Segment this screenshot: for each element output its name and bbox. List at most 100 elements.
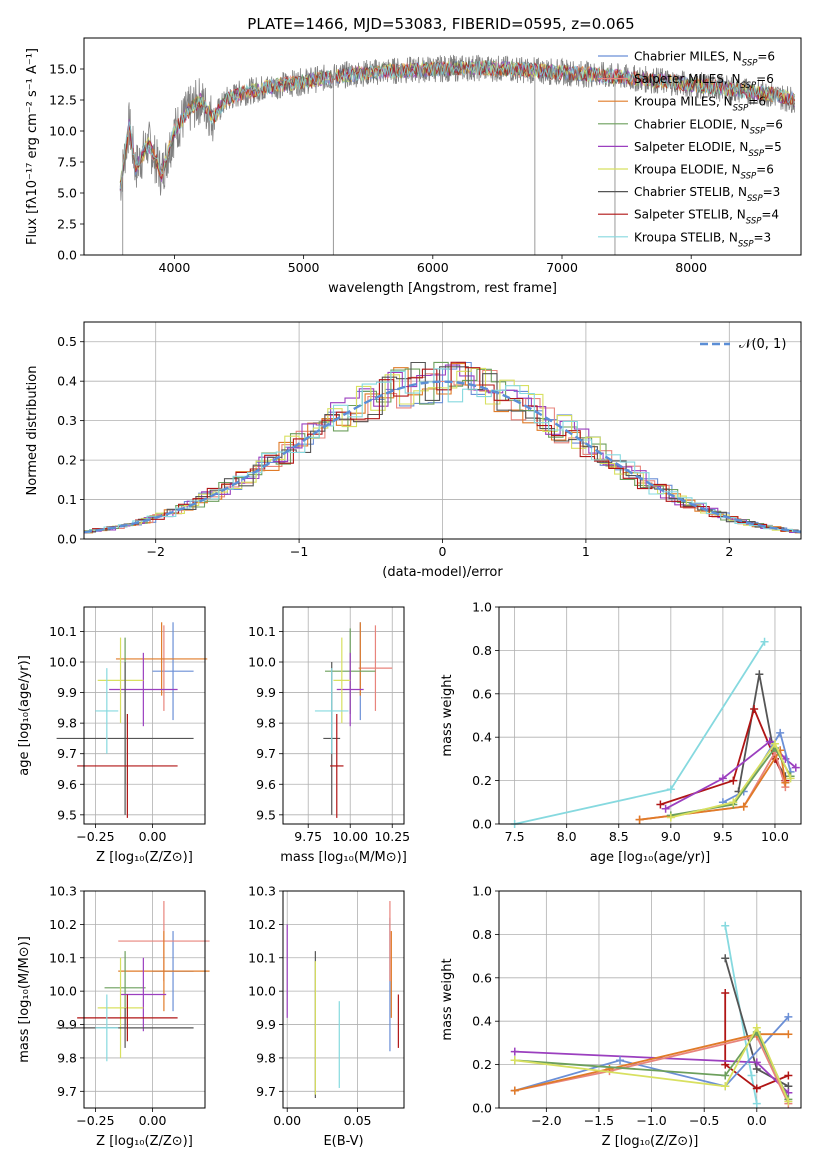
- legend-label: Chabrier ELODIE, NSSP=6: [634, 117, 783, 136]
- data-point: [109, 652, 178, 727]
- y-tick-label: 0.0: [57, 532, 77, 547]
- x-tick-label: −2.0: [531, 1113, 561, 1128]
- x-tick-label: 9.75: [294, 829, 322, 844]
- y-tick-label: 9.6: [256, 777, 276, 792]
- axes-frame: [282, 890, 405, 1109]
- panel-mass_vs_EBV: 0.00 0.05 9.7 9.8 9.9 10.0 10.1 10.2 10.3 E(B-V): [248, 884, 405, 1149]
- x-tick-label: −0.25: [76, 829, 114, 844]
- data-point-marker: [752, 1084, 761, 1093]
- data-point-marker: [752, 1099, 761, 1108]
- model-spectrum-line: [119, 59, 795, 183]
- x-tick-label: 7000: [546, 260, 578, 275]
- y-tick-label: 10.1: [248, 624, 276, 639]
- model-spectrum-line: [119, 60, 795, 190]
- x-tick-label: 0: [439, 544, 447, 559]
- x-tick-label: 6000: [417, 260, 449, 275]
- y-tick-label: 9.8: [57, 1050, 77, 1065]
- y-tick-label: 10.2: [49, 917, 77, 932]
- data-point: [358, 625, 393, 711]
- x-tick-label: −2: [146, 544, 164, 559]
- x-tick-label: −0.25: [76, 1113, 114, 1128]
- data-point: [314, 668, 349, 754]
- data-point: [97, 957, 144, 1058]
- x-tick-label: 10.0: [761, 829, 789, 844]
- data-point-marker: [661, 804, 670, 813]
- axes-frame: [498, 606, 802, 825]
- series-line: [724, 993, 789, 1090]
- data-point-marker: [721, 954, 730, 963]
- legend-label: Chabrier MILES, NSSP=6: [634, 50, 775, 69]
- legend-label: Chabrier STELIB, NSSP=3: [634, 185, 780, 204]
- series: [666, 739, 795, 822]
- x-axis-label: wavelength [Angstrom, rest frame]: [328, 281, 557, 296]
- panel-spectrum: 4000 5000 6000 7000 8000 0.0 2.5 5.0 7.5 10.0 12.5…: [25, 37, 802, 296]
- y-tick-label: 0.6: [472, 686, 492, 701]
- y-tick-label: 7.5: [57, 155, 77, 170]
- data-point-marker: [781, 778, 790, 787]
- data-point: [77, 994, 178, 1042]
- y-tick-label: 9.7: [256, 746, 276, 761]
- axes-frame: [498, 890, 802, 1109]
- spectrum-legend: Chabrier MILES, NSSP=6 Salpeter MILES, NS…: [598, 50, 783, 249]
- x-tick-label: 8000: [675, 260, 707, 275]
- legend-label: Salpeter STELIB, NSSP=4: [634, 208, 779, 227]
- x-tick-label: 4000: [159, 260, 191, 275]
- x-tick-label: 0.05: [344, 1113, 372, 1128]
- y-tick-label: 10.3: [248, 884, 276, 899]
- y-tick-label: 0.5: [57, 334, 77, 349]
- y-tick-label: 0.2: [57, 453, 77, 468]
- y-axis-label: age [log₁₀(age/yr)]: [17, 655, 32, 776]
- data-point-marker: [510, 1047, 519, 1056]
- y-tick-label: 15.0: [49, 62, 77, 77]
- x-axis-label: age [log₁₀(age/yr)]: [590, 850, 711, 865]
- x-tick-label: 9.0: [661, 829, 681, 844]
- x-tick-label: −1.5: [584, 1113, 614, 1128]
- data-point: [333, 637, 351, 724]
- y-tick-label: 2.5: [57, 217, 77, 232]
- y-tick-label: 9.6: [57, 777, 77, 792]
- x-tick-label: 2: [725, 544, 733, 559]
- data-point-marker: [760, 637, 769, 646]
- axes-frame: [83, 321, 802, 540]
- series-line: [514, 1035, 790, 1105]
- panel-mass_vs_Z: −0.25 0.00 9.7 9.8 9.9 10.0 10.1 10.2 10.3 Z [log…: [17, 884, 210, 1149]
- spectrum-lines: [119, 54, 795, 255]
- data-point: [336, 652, 364, 727]
- panel-age_vs_Z: −0.25 0.00 9.5 9.6 9.7 9.8 9.9 10.0 10.1 Z [log₁₀…: [17, 606, 208, 865]
- y-tick-label: 1.0: [472, 600, 492, 615]
- legend-label: Kroupa ELODIE, NSSP=6: [634, 163, 774, 182]
- data-point: [77, 713, 178, 818]
- series-line: [514, 1016, 790, 1092]
- x-tick-label: 0.0: [747, 1113, 767, 1128]
- x-tick-label: 0.00: [139, 1113, 167, 1128]
- data-point-marker: [656, 800, 665, 809]
- data-point-marker: [721, 1082, 730, 1091]
- legend-label: Salpeter MILES, NSSP=6: [634, 72, 774, 91]
- data-point-marker: [786, 774, 795, 783]
- data-point-marker: [510, 1086, 519, 1095]
- y-tick-label: 9.9: [57, 685, 77, 700]
- y-tick-label: 5.0: [57, 186, 77, 201]
- y-axis-label: Normed distribution: [25, 366, 40, 496]
- x-axis-label: mass [log₁₀(M/M⊙)]: [280, 850, 407, 865]
- data-point-marker: [729, 798, 738, 807]
- figure-title: PLATE=1466, MJD=53083, FIBERID=0595, z=0…: [247, 15, 634, 33]
- data-point-marker: [784, 1071, 793, 1080]
- x-axis-label: Z [log₁₀(Z/Z⊙)]: [96, 1134, 193, 1149]
- y-tick-label: 9.8: [57, 716, 77, 731]
- y-tick-label: 10.0: [49, 984, 77, 999]
- x-tick-label: 1: [582, 544, 590, 559]
- legend-label: Kroupa MILES, NSSP=6: [634, 95, 766, 114]
- data-point-marker: [784, 1012, 793, 1021]
- data-point-marker: [635, 815, 644, 824]
- histogram-step: [84, 361, 801, 534]
- y-tick-label: 9.5: [57, 807, 77, 822]
- series: [721, 988, 793, 1093]
- y-tick-label: 0.0: [472, 1101, 492, 1116]
- x-tick-label: 8.0: [557, 829, 577, 844]
- y-tick-label: 0.4: [57, 374, 77, 389]
- y-tick-label: 10.3: [49, 884, 77, 899]
- data-point-marker: [718, 774, 727, 783]
- panel-residuals: −2 −1 0 1 2 0.0 0.1 0.2 0.3 0.4 0.5 (data-model)/er…: [25, 321, 802, 580]
- legend-label: Kroupa STELIB, NSSP=3: [634, 230, 771, 249]
